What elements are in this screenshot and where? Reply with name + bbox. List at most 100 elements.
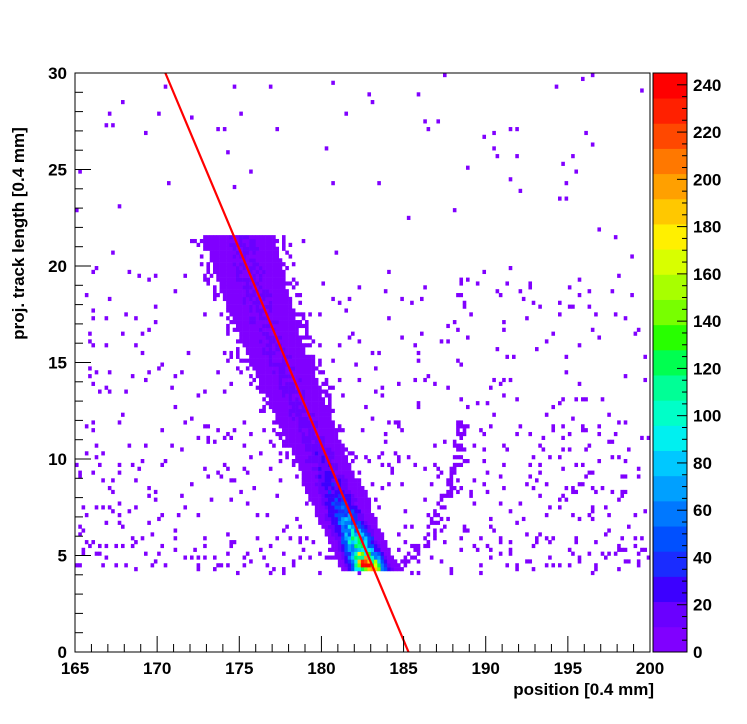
- hist-cell: [282, 331, 286, 336]
- hist-cell: [311, 501, 316, 506]
- hist-cell: [199, 254, 204, 259]
- hist-cell: [278, 393, 283, 398]
- hist-cell: [206, 474, 211, 479]
- hist-cell: [357, 470, 362, 475]
- hist-cell: [472, 543, 477, 549]
- hist-cell: [268, 285, 273, 290]
- hist-cell: [301, 466, 306, 471]
- hist-cell: [584, 397, 588, 402]
- hist-cell: [328, 420, 332, 425]
- hist-cell: [528, 559, 533, 564]
- hist-cell: [374, 540, 378, 545]
- hist-cell: [295, 516, 299, 522]
- hist-cell: [190, 416, 194, 421]
- hist-cell: [472, 478, 477, 483]
- hist-cell: [275, 281, 280, 286]
- hist-cell: [324, 466, 329, 471]
- hist-cell: [285, 451, 289, 456]
- hist-cell: [275, 320, 280, 325]
- hist-cell: [518, 424, 523, 429]
- hist-cell: [160, 428, 165, 433]
- hist-cell: [341, 513, 345, 518]
- hist-cell: [272, 304, 276, 309]
- hist-cell: [308, 435, 312, 440]
- hist-cell: [337, 493, 342, 498]
- hist-cell: [239, 242, 243, 247]
- hist-cell: [377, 563, 381, 568]
- hist-cell: [239, 262, 243, 267]
- hist-cell: [206, 439, 211, 444]
- hist-cell: [259, 335, 263, 340]
- hist-cell: [515, 127, 519, 132]
- hist-cell: [275, 370, 280, 375]
- hist-cell: [305, 443, 309, 448]
- hist-cell: [252, 316, 257, 321]
- hist-cell: [357, 493, 362, 498]
- hist-cell: [535, 347, 539, 352]
- hist-cell: [305, 451, 309, 456]
- hist-cell: [222, 277, 227, 282]
- hist-cell: [321, 443, 326, 448]
- hist-cell: [482, 482, 487, 487]
- hist-cell: [275, 408, 280, 413]
- hist-cell: [291, 385, 296, 390]
- hist-cell: [288, 347, 293, 352]
- hist-cell: [367, 509, 372, 514]
- hist-cell: [291, 404, 296, 410]
- hist-cell: [360, 497, 365, 502]
- hist-cell: [278, 435, 283, 440]
- hist-cell: [262, 389, 266, 394]
- hist-cell: [288, 304, 293, 309]
- hist-cell: [209, 497, 214, 502]
- hist-cell: [255, 281, 260, 286]
- hist-cell: [377, 567, 381, 572]
- hist-cell: [153, 489, 158, 495]
- hist-cell: [278, 331, 283, 336]
- hist-cell: [482, 134, 487, 139]
- hist-cell: [275, 293, 280, 298]
- hist-cell: [308, 497, 312, 502]
- hist-cell: [305, 482, 309, 487]
- hist-cell: [351, 513, 355, 518]
- hist-cell: [331, 501, 335, 506]
- hist-cell: [492, 377, 496, 383]
- hist-cell: [291, 451, 296, 456]
- hist-cell: [416, 358, 421, 363]
- hist-cell: [272, 393, 276, 398]
- hist-cell: [272, 277, 276, 282]
- hist-cell: [91, 316, 96, 321]
- hist-cell: [282, 300, 286, 305]
- hist-cell: [229, 381, 234, 386]
- hist-cell: [380, 547, 385, 552]
- hist-cell: [351, 524, 355, 529]
- hist-cell: [311, 462, 316, 468]
- hist-cell: [295, 428, 299, 433]
- hist-cell: [515, 520, 519, 525]
- hist-cell: [84, 540, 89, 545]
- hist-cell: [282, 304, 286, 309]
- hist-cell: [324, 505, 329, 510]
- hist-cell: [344, 111, 349, 116]
- hist-cell: [268, 393, 273, 398]
- color-scale-segment: [653, 224, 687, 250]
- hist-cell: [236, 273, 240, 278]
- hist-cell: [259, 343, 263, 348]
- hist-cell: [466, 528, 470, 533]
- hist-cell: [374, 551, 378, 556]
- hist-cell: [337, 447, 342, 452]
- hist-cell: [291, 331, 296, 336]
- hist-cell: [370, 524, 375, 529]
- hist-cell: [341, 532, 345, 537]
- hist-cell: [288, 374, 293, 379]
- hist-cell: [354, 362, 358, 367]
- hist-cell: [209, 235, 214, 240]
- hist-cell: [604, 555, 608, 560]
- hist-cell: [229, 540, 234, 545]
- hist-cell: [295, 393, 299, 398]
- hist-cell: [262, 335, 266, 340]
- hist-cell: [341, 520, 345, 525]
- hist-cell: [291, 277, 296, 282]
- hist-cell: [265, 343, 270, 348]
- hist-cell: [249, 559, 253, 564]
- hist-cell: [219, 258, 224, 263]
